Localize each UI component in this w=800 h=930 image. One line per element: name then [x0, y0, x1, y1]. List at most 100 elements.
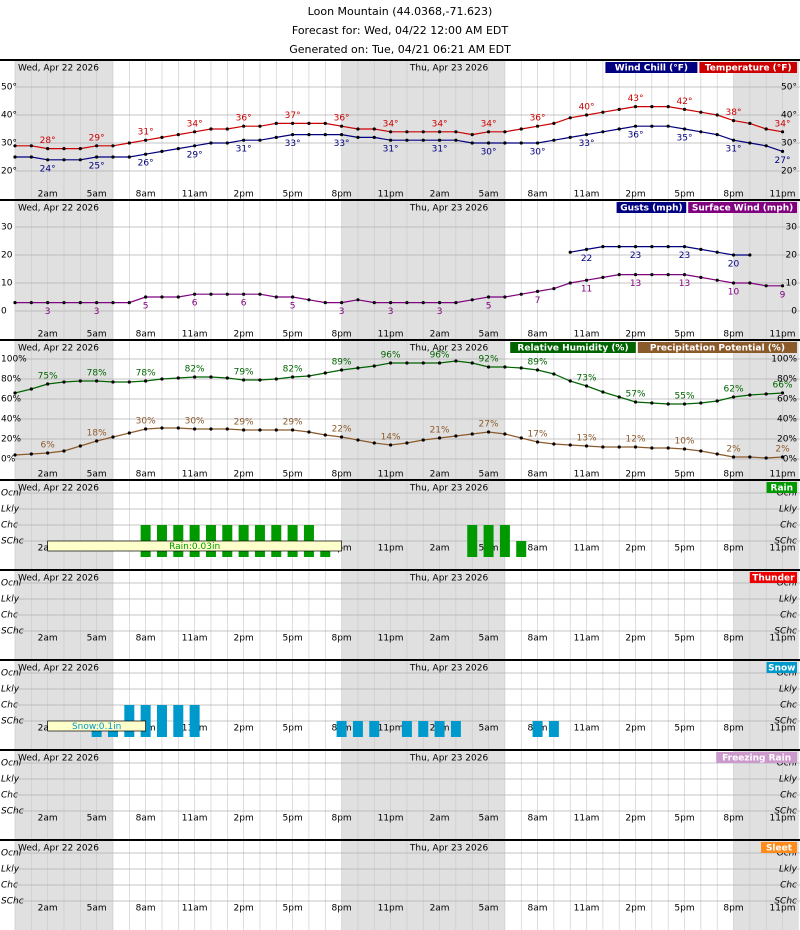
y-tick-label-right: 30°	[781, 139, 797, 149]
x-tick-label: 11am	[182, 190, 208, 200]
data-label: 92%	[479, 355, 499, 365]
data-point	[13, 391, 17, 395]
x-tick-label: 8am	[528, 814, 548, 824]
x-tick-label: 5pm	[674, 904, 694, 914]
x-tick-label: 5am	[87, 330, 107, 340]
x-tick-label: 8pm	[331, 634, 351, 644]
data-point	[29, 387, 33, 391]
y-tick-label: 0%	[1, 455, 16, 465]
data-point	[764, 144, 768, 148]
x-tick-label: 5am	[479, 470, 499, 480]
data-point	[95, 301, 99, 305]
x-tick-label: 5am	[479, 634, 499, 644]
data-point	[29, 452, 33, 456]
x-tick-label: 2am	[38, 814, 58, 824]
data-label: 96%	[430, 351, 450, 361]
x-tick-label: 8am	[528, 190, 548, 200]
data-label: 34°	[432, 119, 448, 129]
y-tick-label-right: Chc	[780, 611, 797, 621]
x-tick-label: 5pm	[283, 330, 303, 340]
data-point	[421, 361, 425, 365]
y-tick-label: SChc	[1, 627, 24, 637]
data-point	[274, 121, 278, 125]
data-point	[323, 371, 327, 375]
data-label: 36°	[628, 131, 644, 141]
y-tick-label-right: Lkly	[779, 595, 798, 605]
data-point	[535, 289, 540, 293]
y-tick-label-right: SChc	[774, 537, 797, 547]
series-line	[15, 274, 783, 304]
y-tick-label: 0	[1, 307, 7, 317]
legend-box	[510, 342, 636, 353]
x-tick-label: 2pm	[234, 470, 254, 480]
series-line	[570, 246, 750, 256]
data-point	[242, 124, 246, 128]
data-point	[470, 141, 474, 145]
x-tick-label: 11am	[574, 190, 600, 200]
legend-box	[637, 342, 797, 353]
data-point	[274, 135, 278, 139]
y-tick-label-right: 10	[786, 279, 798, 289]
data-point	[95, 155, 99, 159]
y-tick-label: 50°	[1, 83, 17, 93]
data-point	[405, 138, 409, 142]
data-point	[552, 287, 556, 291]
x-tick-label: 5pm	[283, 724, 303, 734]
data-label: 30°	[481, 148, 497, 158]
y-tick-label-right: Chc	[780, 881, 797, 891]
data-point	[127, 141, 131, 145]
data-point	[209, 141, 213, 145]
data-point	[111, 301, 115, 305]
x-tick-label: 2am	[430, 330, 450, 340]
data-point	[307, 430, 311, 434]
data-point	[748, 281, 752, 285]
data-point	[388, 130, 393, 134]
y-tick-label-right: SChc	[774, 897, 797, 907]
day-label: Wed, Apr 22 2026	[18, 844, 99, 854]
y-tick-label-right: 0%	[783, 455, 798, 465]
x-tick-label: 2pm	[625, 634, 645, 644]
data-point	[340, 435, 344, 439]
data-label: 6	[241, 299, 247, 309]
y-tick-label: 100%	[1, 355, 27, 365]
precip-bar	[401, 721, 412, 737]
x-tick-label: 5pm	[674, 724, 694, 734]
data-label: 23	[679, 251, 690, 261]
data-label: 29%	[283, 418, 303, 428]
data-point	[633, 245, 638, 249]
data-point	[503, 365, 507, 369]
y-tick-label-right: 0	[791, 307, 797, 317]
data-point	[715, 399, 719, 403]
y-tick-label: Lkly	[1, 775, 20, 785]
day-label: Wed, Apr 22 2026	[18, 664, 99, 674]
data-point	[160, 295, 164, 299]
data-point	[650, 273, 654, 277]
precip-bar	[156, 705, 167, 737]
data-point	[372, 127, 376, 131]
x-tick-label: 11pm	[770, 814, 796, 824]
x-tick-label: 8pm	[331, 904, 351, 914]
data-point	[13, 301, 17, 305]
data-point	[486, 365, 491, 369]
data-point	[421, 301, 425, 305]
x-tick-label: 2am	[430, 814, 450, 824]
data-point	[127, 301, 131, 305]
y-tick-label: Chc	[1, 611, 18, 621]
x-tick-label: 8pm	[331, 470, 351, 480]
precip-bar	[483, 525, 494, 557]
data-point	[486, 295, 491, 299]
x-tick-label: 5pm	[674, 330, 694, 340]
x-tick-label: 2am	[430, 190, 450, 200]
data-point	[307, 374, 311, 378]
y-tick-label-right: 20°	[781, 167, 797, 177]
data-point	[160, 426, 164, 430]
data-point	[731, 281, 736, 285]
day-label: Thu, Apr 23 2026	[409, 844, 489, 854]
data-label: 10	[728, 288, 740, 298]
data-point	[568, 116, 572, 120]
x-tick-label: 11pm	[770, 724, 796, 734]
data-point	[62, 301, 66, 305]
amount-box	[47, 720, 146, 732]
legend-box	[761, 842, 797, 853]
data-point	[731, 253, 736, 257]
